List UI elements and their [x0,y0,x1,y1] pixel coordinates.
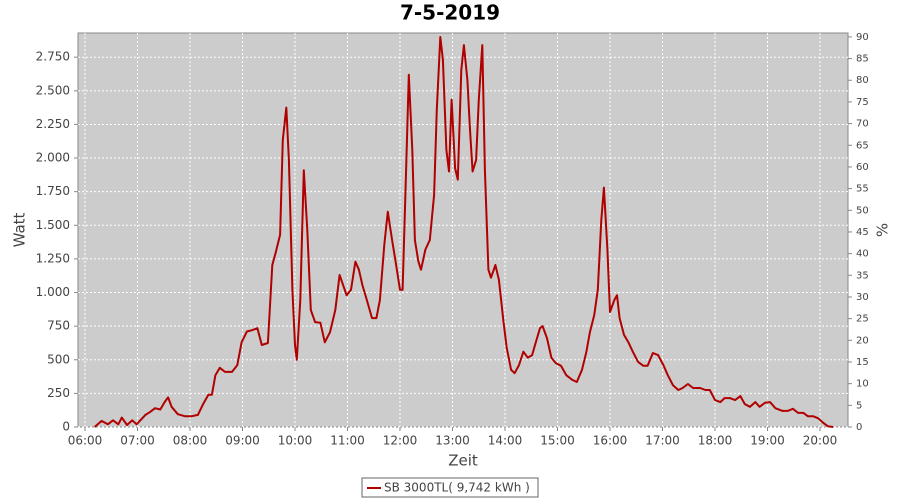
y2-tick-label: 0 [856,422,862,433]
x-tick-label: 06:00 [68,434,103,448]
x-tick-label: 15:00 [540,434,575,448]
x-tick-label: 14:00 [488,434,523,448]
y2-tick-label: 60 [856,162,869,173]
y-tick-label: 0 [62,420,70,434]
y2-tick-label: 10 [856,379,869,390]
y-tick-label: 1.500 [36,218,70,232]
x-tick-label: 08:00 [173,434,208,448]
y2-tick-label: 50 [856,205,869,216]
y-axis-label: Watt [11,212,29,247]
y2-tick-label: 40 [856,249,869,260]
y-tick-label: 2.750 [36,50,70,64]
y2-tick-label: 45 [856,227,869,238]
y2-tick-label: 25 [856,314,869,325]
x-tick-label: 11:00 [330,434,365,448]
x-tick-label: 12:00 [383,434,418,448]
legend-label: SB 3000TL( 9,742 kWh ) [384,481,530,495]
y2-tick-label: 90 [856,32,869,43]
x-tick-label: 20:00 [803,434,838,448]
y2-tick-label: 80 [856,75,869,86]
x-tick-label: 16:00 [593,434,628,448]
x-tick-label: 09:00 [225,434,260,448]
y2-axis-label: % [874,223,892,237]
y2-tick-label: 85 [856,54,869,65]
x-tick-label: 10:00 [278,434,313,448]
y2-tick-label: 70 [856,119,869,130]
x-tick-label: 07:00 [120,434,155,448]
y2-tick-label: 55 [856,184,869,195]
y2-tick-label: 30 [856,292,869,303]
chart-title: 7-5-2019 [400,1,500,25]
legend [361,477,539,498]
y-tick-label: 2.250 [36,117,70,131]
y-tick-label: 250 [47,386,70,400]
y2-tick-label: 15 [856,357,869,368]
x-tick-label: 13:00 [435,434,470,448]
y2-tick-label: 20 [856,335,869,346]
y-tick-label: 2.500 [36,83,70,97]
y-tick-label: 1.750 [36,184,70,198]
y-tick-label: 750 [47,319,70,333]
x-tick-label: 17:00 [645,434,680,448]
x-tick-label: 18:00 [698,434,733,448]
y2-tick-label: 5 [856,400,862,411]
y-tick-label: 2.000 [36,151,70,165]
y2-tick-label: 65 [856,140,869,151]
y-tick-label: 1.000 [36,285,70,299]
y2-tick-label: 35 [856,270,869,281]
plot-area [77,32,849,428]
y2-tick-label: 75 [856,97,869,108]
y-tick-label: 500 [47,352,70,366]
y-tick-label: 1.250 [36,251,70,265]
x-tick-label: 19:00 [750,434,785,448]
series-line [93,36,834,428]
x-axis-label: Zeit [448,452,478,470]
